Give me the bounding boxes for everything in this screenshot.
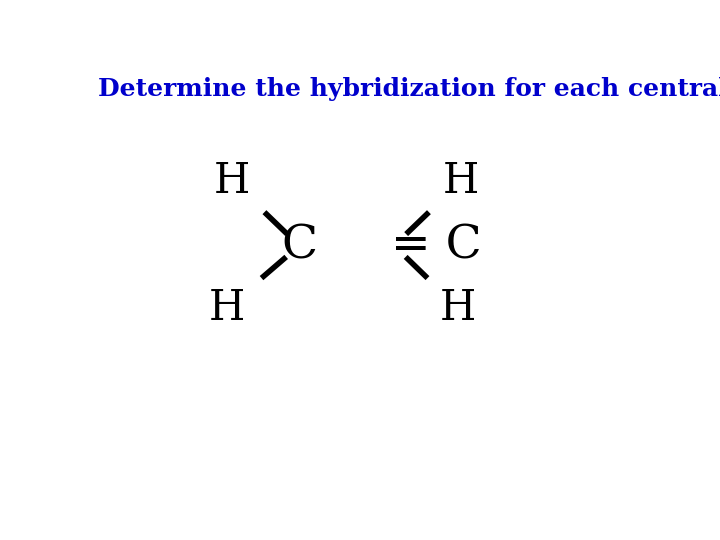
Text: H: H bbox=[440, 287, 477, 329]
Text: Determine the hybridization for each central atom.: Determine the hybridization for each cen… bbox=[99, 77, 720, 102]
Text: H: H bbox=[443, 160, 480, 202]
Text: H: H bbox=[214, 160, 251, 202]
Text: H: H bbox=[209, 287, 245, 329]
Text: = C: = C bbox=[392, 223, 482, 268]
Text: C: C bbox=[282, 223, 318, 268]
